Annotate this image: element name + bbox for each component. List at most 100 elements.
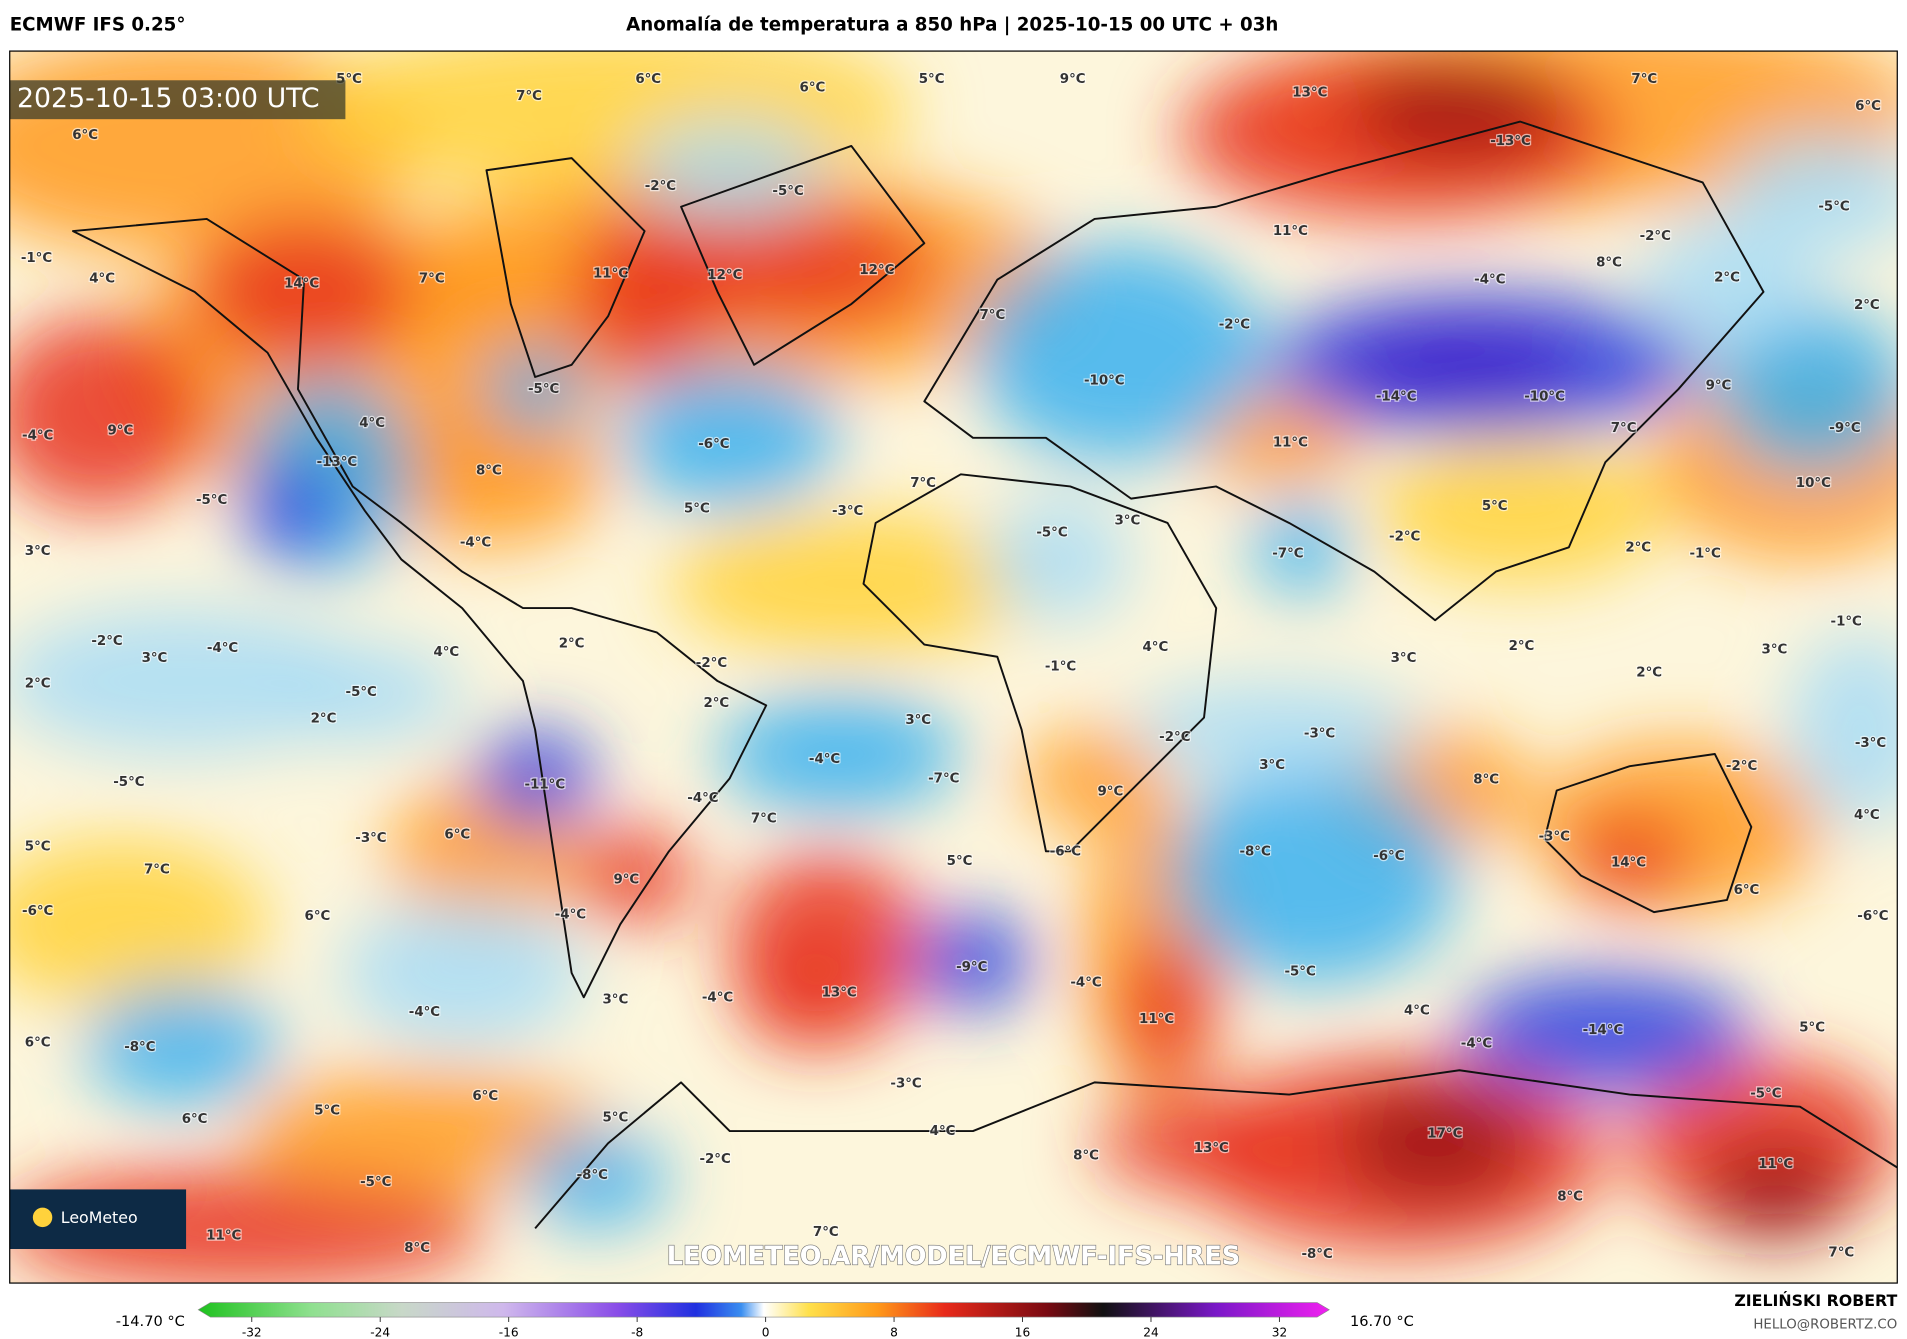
contour-label: 2°C xyxy=(1625,540,1651,555)
contour-label: 7°C xyxy=(516,89,542,104)
contour-label: -11°C xyxy=(525,777,566,792)
contour-label: -5°C xyxy=(1284,965,1315,980)
contour-label: -4°C xyxy=(809,752,840,767)
anomaly-blob xyxy=(1714,304,1898,475)
contour-label: -2°C xyxy=(699,1152,730,1167)
contour-label: 5°C xyxy=(947,854,973,869)
contour-label: 5°C xyxy=(1482,499,1508,514)
map-frame xyxy=(9,50,1898,1284)
anomaly-blob xyxy=(267,644,463,742)
contour-label: -4°C xyxy=(1070,976,1101,991)
contour-label: -4°C xyxy=(555,908,586,923)
contour-label: -6°C xyxy=(698,437,729,452)
contour-label: -8°C xyxy=(124,1040,155,1055)
contour-label: 11°C xyxy=(1139,1012,1174,1027)
anomaly-blob xyxy=(620,364,840,511)
colorbar-tick-label: -32 xyxy=(242,1325,262,1339)
contour-label: 2°C xyxy=(311,712,337,727)
anomaly-blob xyxy=(912,912,1034,1010)
contour-label: 2°C xyxy=(1714,270,1740,285)
contour-label: 6°C xyxy=(182,1112,208,1127)
colorbar-tick-label: 8 xyxy=(890,1325,898,1339)
contour-label: -7°C xyxy=(928,771,959,786)
contour-label: -14°C xyxy=(1583,1023,1624,1038)
contour-label: 3°C xyxy=(603,993,629,1008)
contour-label: 3°C xyxy=(25,544,51,559)
anomaly-blob xyxy=(1167,766,1460,986)
anomaly-blob xyxy=(1094,1094,1338,1192)
contour-label: -4°C xyxy=(207,641,238,656)
anomaly-field xyxy=(9,51,1898,1284)
anomaly-blob xyxy=(1702,1143,1849,1241)
contour-label: -5°C xyxy=(1818,200,1849,215)
contour-label: 8°C xyxy=(1473,773,1499,788)
anomaly-blob xyxy=(9,316,207,511)
contour-label: 7°C xyxy=(1828,1246,1854,1261)
anomaly-blob xyxy=(668,510,1034,657)
contour-label: 2°C xyxy=(1636,666,1662,681)
anomaly-blob xyxy=(1021,729,1168,827)
contour-label: 7°C xyxy=(980,308,1006,323)
contour-label: 4°C xyxy=(359,416,385,431)
contour-label: -6°C xyxy=(1373,849,1404,864)
contour-label: -2°C xyxy=(1159,730,1190,745)
contour-label: 14°C xyxy=(284,276,319,291)
contour-label: -3°C xyxy=(832,504,863,519)
anomaly-blob xyxy=(243,462,341,560)
contour-label: 8°C xyxy=(1557,1190,1583,1205)
contour-label: 13°C xyxy=(822,985,857,1000)
model-name: ECMWF IFS 0.25° xyxy=(10,15,186,36)
contour-label: 4°C xyxy=(930,1124,956,1139)
anomaly-blob xyxy=(985,498,1132,621)
timestamp: 2025-10-15 03:00 UTC xyxy=(17,83,320,114)
contour-label: -4°C xyxy=(460,535,491,550)
contour-label: 3°C xyxy=(142,651,168,666)
contour-label: -3°C xyxy=(1855,736,1886,751)
contour-label: 17°C xyxy=(1427,1126,1462,1141)
colorbar-tick-label: 32 xyxy=(1272,1325,1287,1339)
anomaly-blob xyxy=(1337,1082,1533,1205)
contour-label: -4°C xyxy=(22,428,53,443)
anomaly-blob xyxy=(9,839,268,1010)
anomaly-blob xyxy=(632,121,828,219)
contour-label: 4°C xyxy=(89,272,115,287)
contour-label: 8°C xyxy=(1596,256,1622,271)
contour-label: -5°C xyxy=(772,184,803,199)
contour-label: 10°C xyxy=(1796,476,1831,491)
contour-label: -2°C xyxy=(1389,529,1420,544)
anomaly-blob xyxy=(1568,814,1691,900)
anomaly-blob xyxy=(1337,322,1582,408)
contour-label: 9°C xyxy=(1060,72,1086,87)
contour-label: 2°C xyxy=(559,636,585,651)
contour-label: -5°C xyxy=(113,775,144,790)
contour-label: 6°C xyxy=(72,128,98,143)
contour-label: 5°C xyxy=(603,1111,629,1126)
anomaly-blob xyxy=(1727,133,1898,256)
contour-label: 7°C xyxy=(751,811,777,826)
contour-label: -10°C xyxy=(1524,389,1565,404)
contour-label: -8°C xyxy=(1301,1247,1332,1262)
contour-label: 3°C xyxy=(1391,651,1417,666)
email: HELLO@ROBERTZ.CO xyxy=(1753,1317,1897,1332)
contour-label: -6°C xyxy=(1857,909,1888,924)
contour-label: 7°C xyxy=(1631,72,1657,87)
chart-title: Anomalía de temperatura a 850 hPa | 2025… xyxy=(626,15,1278,36)
contour-label: -1°C xyxy=(21,251,52,266)
colorbar-tick-label: 0 xyxy=(762,1325,770,1339)
contour-label: 6°C xyxy=(305,909,331,924)
contour-label: -13°C xyxy=(317,455,358,470)
contour-label: -1°C xyxy=(1831,614,1862,629)
contour-label: -2°C xyxy=(645,179,676,194)
contour-label: -4°C xyxy=(687,791,718,806)
contour-label: 5°C xyxy=(1799,1021,1825,1036)
contour-label: 5°C xyxy=(25,839,51,854)
colorbar-tick-label: 16 xyxy=(1015,1325,1030,1339)
anomaly-blob xyxy=(1641,218,1813,341)
colorbar-max: 16.70 °C xyxy=(1350,1313,1414,1330)
contour-label: 8°C xyxy=(1073,1148,1099,1163)
contour-label: 6°C xyxy=(444,827,470,842)
anomaly-blob xyxy=(741,948,864,1046)
contour-label: -4°C xyxy=(1474,273,1505,288)
anomaly-blob xyxy=(1131,681,1423,779)
